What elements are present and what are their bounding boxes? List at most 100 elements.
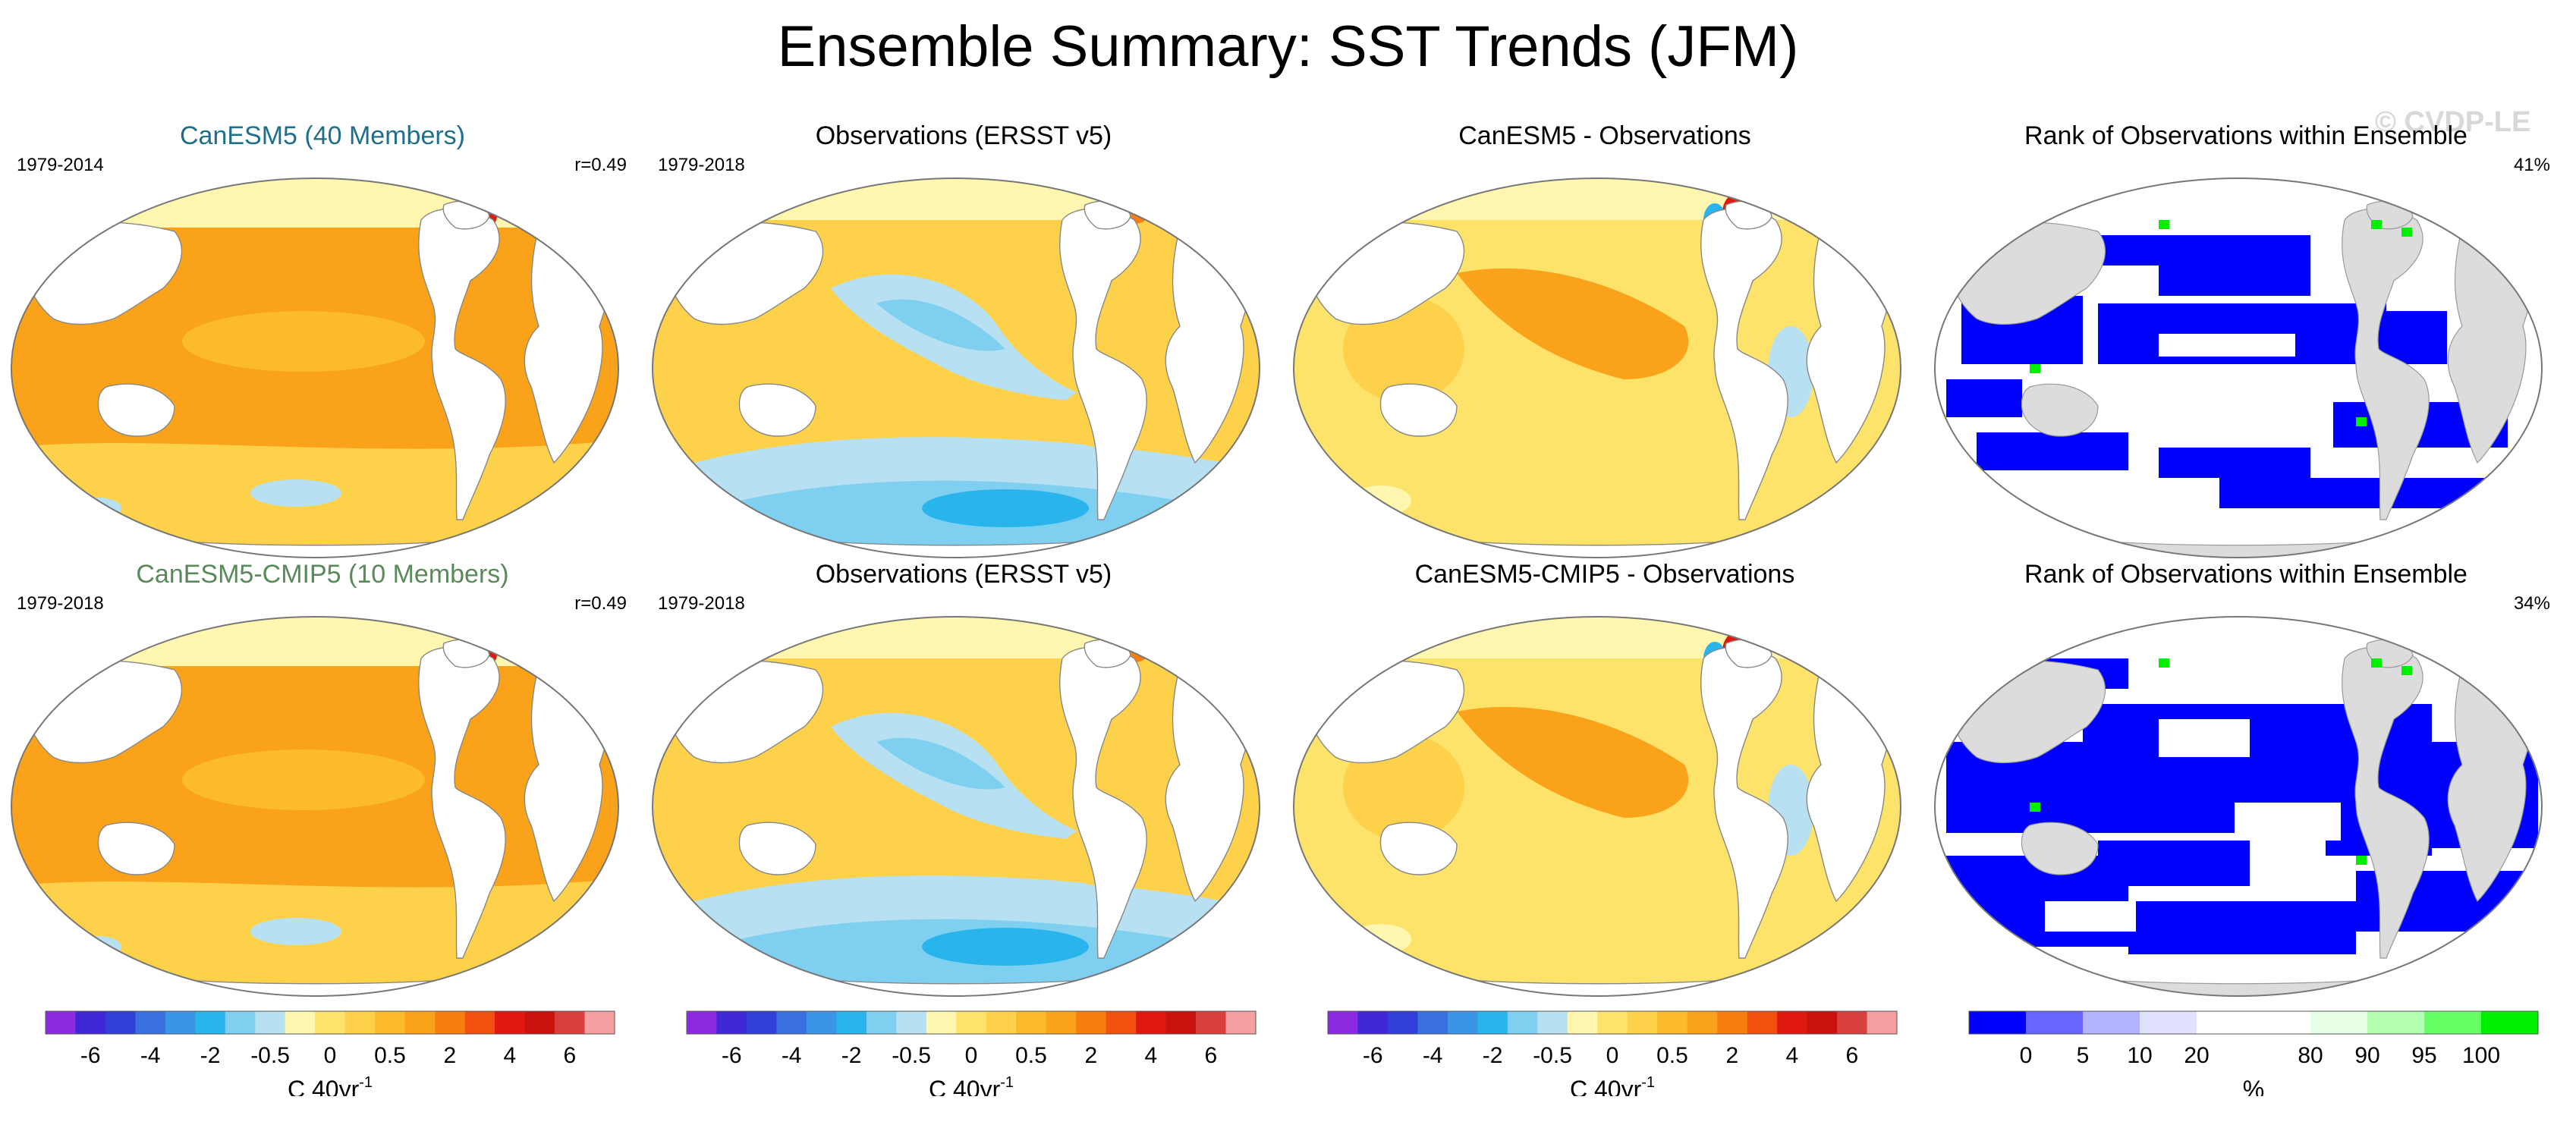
colorbar-swatch	[1627, 1011, 1658, 1034]
map-frame	[1293, 616, 1901, 997]
colorbar-swatch	[375, 1011, 406, 1034]
colorbar-swatch	[776, 1011, 807, 1034]
colorbar-swatch	[225, 1011, 256, 1034]
colorbar-swatch	[1417, 1011, 1448, 1034]
period-label: 1979-2018	[658, 155, 745, 175]
colorbar-frame	[1327, 1010, 1898, 1035]
colorbar-swatch	[986, 1011, 1017, 1034]
colorbar-swatch	[2026, 1011, 2084, 1034]
colorbar-swatch	[1567, 1011, 1598, 1034]
panel-7: CanESM5-CMIP5 - Observations	[1290, 560, 1920, 1007]
colorbar-tick-label: -6	[1363, 1043, 1383, 1068]
colorbar-swatch	[524, 1011, 555, 1034]
colorbar-tick-label: 5	[2077, 1043, 2090, 1068]
panel-title: CanESM5 - Observations	[1458, 121, 1751, 150]
stat-label: r=0.49	[574, 155, 627, 175]
world-map	[11, 178, 619, 558]
land-mask	[662, 639, 1252, 996]
colorbar-swatch	[46, 1011, 76, 1034]
colorbar-swatch	[2254, 1011, 2311, 1034]
colorbar-swatch	[1507, 1011, 1538, 1034]
period-label: 1979-2014	[17, 155, 104, 175]
colorbar-swatch	[135, 1011, 166, 1034]
colorbar-rank: 0 5 10 20 80 90 95 100%	[1968, 1010, 2539, 1096]
colorbar-tick-label: 0	[1606, 1043, 1619, 1068]
colorbar-tick-label: 2	[1726, 1043, 1739, 1068]
colorbar-swatch	[2310, 1011, 2368, 1034]
panel-1: CanESM5 (40 Members) 1979-2014 r=0.49	[8, 121, 637, 569]
colorbar-label: C 40yr-1	[1570, 1074, 1655, 1096]
colorbar-swatch	[2083, 1011, 2140, 1034]
colorbar-trend-3: -6 -4 -2 -0.5 0 0.5 2 4 6 C 40yr-1	[1327, 1010, 1898, 1096]
panel-title: Observations (ERSST v5)	[815, 560, 1112, 589]
colorbar-tick-label: 6	[563, 1043, 576, 1068]
colorbar-swatch	[836, 1011, 867, 1034]
colorbar-tick-label: -2	[200, 1043, 221, 1068]
panel-title: Rank of Observations within Ensemble	[2024, 560, 2467, 589]
stat-label: 34%	[2513, 593, 2550, 614]
world-map	[652, 616, 1260, 997]
colorbar-tick-label: 0.5	[1015, 1043, 1047, 1068]
panel-title: CanESM5-CMIP5 (10 Members)	[136, 560, 509, 589]
watermark: © CVDP-LE	[2375, 106, 2531, 138]
map-frame	[652, 616, 1260, 997]
colorbar-tick-label: -6	[80, 1043, 101, 1068]
colorbar-label: %	[2243, 1076, 2264, 1096]
panel-2: Observations (ERSST v5) 1979-2018	[649, 121, 1279, 569]
colorbar-tick-label: -2	[1483, 1043, 1503, 1068]
period-label: 1979-2018	[17, 593, 104, 614]
panel-title: Rank of Observations within Ensemble	[2024, 121, 2467, 150]
colorbar-swatch	[1106, 1011, 1137, 1034]
colorbar-swatch	[464, 1011, 495, 1034]
colorbar-swatch	[1447, 1011, 1478, 1034]
colorbar-swatch	[926, 1011, 957, 1034]
colorbar-swatch	[1807, 1011, 1838, 1034]
colorbar-swatch	[1657, 1011, 1688, 1034]
colorbar-swatch	[2140, 1011, 2197, 1034]
map-frame	[11, 178, 619, 558]
colorbar-swatch	[435, 1011, 466, 1034]
map-field	[11, 178, 618, 558]
colorbar-tick-label: 0	[965, 1043, 978, 1068]
colorbar-swatch	[1717, 1011, 1748, 1034]
map-frame	[1934, 178, 2543, 558]
colorbar-swatch	[195, 1011, 226, 1034]
colorbar-tick-label: 100	[2462, 1043, 2500, 1068]
map-field	[1294, 178, 1901, 558]
colorbar-swatch	[1225, 1011, 1257, 1034]
colorbar-swatch	[1165, 1011, 1197, 1034]
colorbar-swatch	[1387, 1011, 1418, 1034]
colorbar-tick-label: -4	[1423, 1043, 1443, 1068]
colorbar-swatch	[344, 1011, 376, 1034]
colorbar-frame	[686, 1010, 1257, 1035]
colorbar-tick-label: 6	[1845, 1043, 1858, 1068]
colorbar-label: C 40yr-1	[929, 1074, 1014, 1096]
colorbar-swatch	[687, 1011, 717, 1034]
panel-6: Observations (ERSST v5) 1979-2018	[649, 560, 1279, 1007]
colorbar-tick-label: -2	[841, 1043, 862, 1068]
colorbar-swatch	[806, 1011, 837, 1034]
world-map	[11, 616, 619, 997]
colorbar-swatch	[1196, 1011, 1227, 1034]
colorbar-swatch	[315, 1011, 346, 1034]
colorbar-swatch	[1136, 1011, 1167, 1034]
colorbar-swatch	[1477, 1011, 1508, 1034]
colorbar-swatch	[2424, 1011, 2482, 1034]
map-field	[653, 178, 1260, 558]
panel-title: CanESM5 (40 Members)	[179, 121, 465, 150]
colorbar-swatch	[1867, 1011, 1898, 1034]
colorbar-swatch	[2197, 1011, 2254, 1034]
colorbar-swatch	[1357, 1011, 1389, 1034]
colorbar-swatch	[1016, 1011, 1047, 1034]
colorbar-swatch	[105, 1011, 136, 1034]
map-frame	[652, 178, 1260, 558]
colorbar-tick-label: 95	[2411, 1043, 2436, 1068]
map-frame	[1293, 178, 1901, 558]
world-map	[1934, 178, 2543, 558]
colorbar-tick-label: 2	[1085, 1043, 1098, 1068]
land-mask	[1945, 639, 2534, 996]
colorbar-tick-label: -0.5	[892, 1043, 931, 1068]
colorbar-tick-label: -0.5	[1533, 1043, 1572, 1068]
colorbar-label: C 40yr-1	[288, 1074, 373, 1096]
colorbar-swatch	[495, 1011, 526, 1034]
